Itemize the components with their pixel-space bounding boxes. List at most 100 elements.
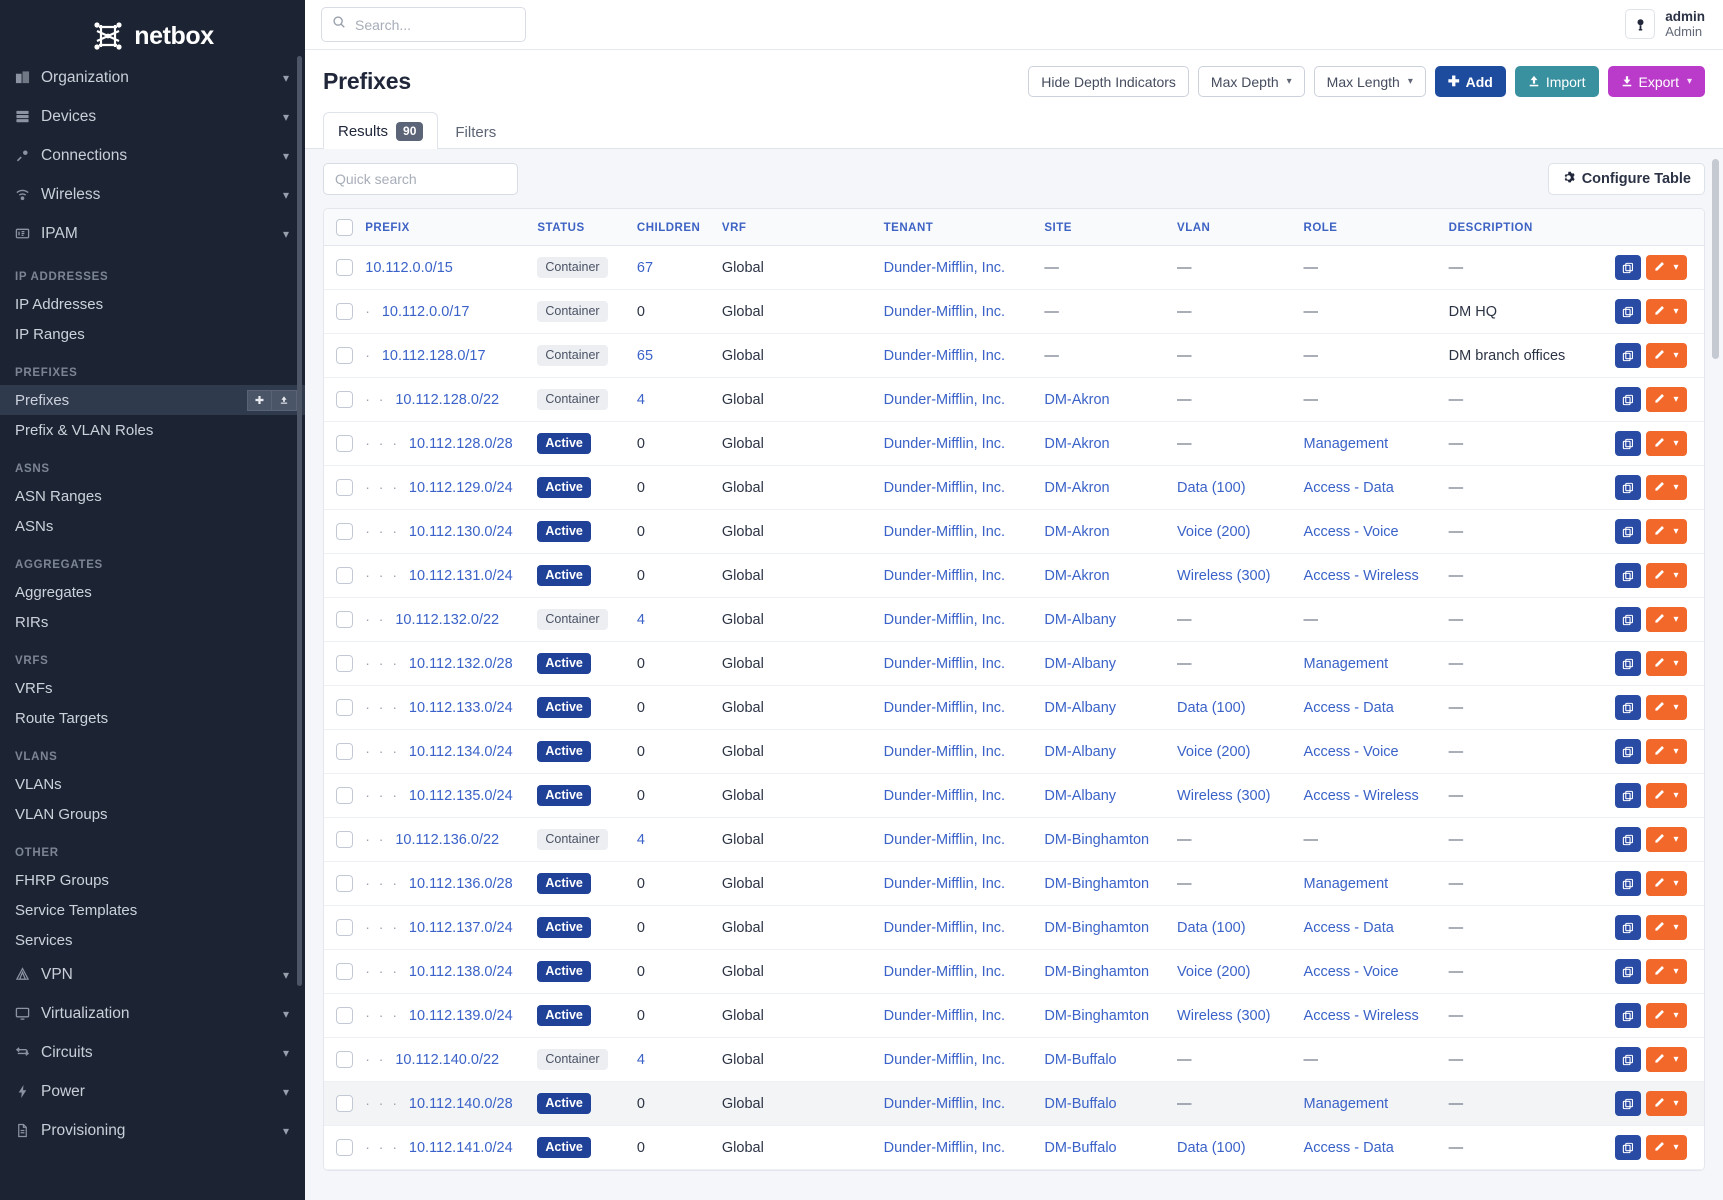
tenant-link[interactable]: Dunder-Mifflin, Inc.	[883, 1007, 1006, 1024]
table-row[interactable]: · · 10.112.128.0/22 Container 4 Global Dunde…	[324, 377, 1704, 422]
vlan-link[interactable]: Voice (200)	[1177, 743, 1251, 760]
row-checkbox[interactable]	[336, 831, 353, 848]
copy-icon[interactable]	[1614, 1003, 1641, 1028]
vlan-link[interactable]: Data (100)	[1177, 919, 1246, 936]
site-link[interactable]: DM-Binghamton	[1044, 831, 1150, 848]
tenant-link[interactable]: Dunder-Mifflin, Inc.	[883, 567, 1006, 584]
site-link[interactable]: DM-Akron	[1044, 435, 1110, 452]
chevron-down-icon[interactable]: ▾	[1673, 482, 1679, 493]
chevron-down-icon[interactable]: ▾	[1673, 702, 1679, 713]
prefix-link[interactable]: 10.112.139.0/24	[408, 1008, 513, 1024]
vlan-link[interactable]: Voice (200)	[1177, 963, 1251, 980]
chevron-down-icon[interactable]: ▾	[1673, 746, 1679, 757]
sidebar-group-provisioning[interactable]: Provisioning ▾	[0, 1111, 305, 1150]
chevron-down-icon[interactable]: ▾	[1673, 526, 1679, 537]
hide-depth-indicators-button[interactable]: Hide Depth Indicators	[1028, 66, 1189, 97]
export-button[interactable]: Export ▾	[1607, 66, 1705, 97]
site-link[interactable]: DM-Akron	[1044, 479, 1110, 496]
table-row[interactable]: · · · 10.112.128.0/28 Active 0 Global Dunder…	[324, 421, 1704, 466]
copy-icon[interactable]	[1614, 915, 1641, 940]
row-checkbox[interactable]	[336, 611, 353, 628]
tenant-link[interactable]: Dunder-Mifflin, Inc.	[883, 391, 1006, 408]
edit-button[interactable]: ▾	[1645, 1047, 1687, 1072]
edit-button[interactable]: ▾	[1645, 1135, 1687, 1160]
upload-icon[interactable]	[272, 389, 297, 411]
plus-icon[interactable]: ✚	[247, 389, 272, 411]
tab-filters[interactable]: Filters	[440, 114, 511, 149]
chevron-down-icon[interactable]: ▾	[1673, 878, 1679, 889]
row-checkbox[interactable]	[336, 875, 353, 892]
edit-button[interactable]: ▾	[1645, 827, 1687, 852]
sidebar-group-circuits[interactable]: Circuits ▾	[0, 1033, 305, 1072]
column-header-description[interactable]: Description	[1442, 209, 1609, 246]
row-checkbox[interactable]	[336, 743, 353, 760]
column-header-status[interactable]: Status	[531, 209, 631, 246]
copy-icon[interactable]	[1614, 475, 1641, 500]
column-header-children[interactable]: Children	[630, 209, 716, 246]
row-checkbox[interactable]	[336, 699, 353, 716]
chevron-down-icon[interactable]: ▾	[1673, 658, 1679, 669]
copy-icon[interactable]	[1614, 299, 1641, 324]
copy-icon[interactable]	[1614, 563, 1641, 588]
role-link[interactable]: Management	[1303, 1095, 1389, 1112]
edit-button[interactable]: ▾	[1645, 1003, 1687, 1028]
tenant-link[interactable]: Dunder-Mifflin, Inc.	[883, 1095, 1006, 1112]
prefix-link[interactable]: 10.112.138.0/24	[408, 964, 513, 980]
sidebar-group-connections[interactable]: Connections ▾	[0, 136, 305, 175]
sidebar-item-ip-addresses[interactable]: IP Addresses	[0, 289, 305, 319]
table-row[interactable]: · · · 10.112.134.0/24 Active 0 Global Dunder…	[324, 729, 1704, 774]
site-link[interactable]: DM-Binghamton	[1044, 963, 1150, 980]
prefix-link[interactable]: 10.112.140.0/22	[395, 1052, 500, 1068]
children-count-link[interactable]: 4	[636, 1051, 645, 1068]
edit-button[interactable]: ▾	[1645, 387, 1687, 412]
tenant-link[interactable]: Dunder-Mifflin, Inc.	[883, 1051, 1006, 1068]
edit-button[interactable]: ▾	[1645, 607, 1687, 632]
copy-icon[interactable]	[1614, 959, 1641, 984]
sidebar-item-prefixes[interactable]: Prefixes ✚	[0, 385, 305, 415]
global-search[interactable]	[321, 7, 526, 42]
row-checkbox[interactable]	[336, 523, 353, 540]
sidebar-item-rirs[interactable]: RIRs	[0, 607, 305, 637]
sidebar-group-vpn[interactable]: VPN ▾	[0, 955, 305, 994]
copy-icon[interactable]	[1614, 1091, 1641, 1116]
site-link[interactable]: DM-Akron	[1044, 391, 1110, 408]
prefix-link[interactable]: 10.112.141.0/24	[408, 1140, 513, 1156]
table-row[interactable]: · 10.112.0.0/17 Container 0 Global Dunder-Mi…	[324, 289, 1704, 334]
copy-icon[interactable]	[1614, 387, 1641, 412]
chevron-down-icon[interactable]: ▾	[1673, 1010, 1679, 1021]
column-header-vlan[interactable]: VLAN	[1171, 209, 1298, 246]
vlan-link[interactable]: Data (100)	[1177, 1139, 1246, 1156]
edit-button[interactable]: ▾	[1645, 651, 1687, 676]
copy-icon[interactable]	[1614, 607, 1641, 632]
chevron-down-icon[interactable]: ▾	[1673, 1054, 1679, 1065]
prefix-link[interactable]: 10.112.129.0/24	[408, 480, 513, 496]
row-checkbox[interactable]	[336, 1007, 353, 1024]
copy-icon[interactable]	[1614, 343, 1641, 368]
table-row[interactable]: · · · 10.112.140.0/28 Active 0 Global Dunder…	[324, 1081, 1704, 1126]
site-link[interactable]: DM-Buffalo	[1044, 1095, 1117, 1112]
prefix-link[interactable]: 10.112.128.0/17	[381, 348, 486, 364]
prefix-link[interactable]: 10.112.135.0/24	[408, 788, 513, 804]
table-row[interactable]: · · · 10.112.129.0/24 Active 0 Global Dunder…	[324, 465, 1704, 510]
edit-button[interactable]: ▾	[1645, 959, 1687, 984]
row-checkbox[interactable]	[336, 303, 353, 320]
site-link[interactable]: DM-Binghamton	[1044, 1007, 1150, 1024]
column-header-role[interactable]: Role	[1297, 209, 1443, 246]
vlan-link[interactable]: Data (100)	[1177, 699, 1246, 716]
site-link[interactable]: DM-Albany	[1044, 611, 1117, 628]
row-checkbox[interactable]	[336, 347, 353, 364]
site-link[interactable]: DM-Binghamton	[1044, 875, 1150, 892]
table-row[interactable]: · · 10.112.136.0/22 Container 4 Global Dunde…	[324, 817, 1704, 862]
children-count-link[interactable]: 4	[636, 391, 645, 408]
sidebar-item-ip-ranges[interactable]: IP Ranges	[0, 319, 305, 349]
quick-search-input[interactable]	[323, 163, 518, 195]
main-scrollbar-thumb[interactable]	[1712, 159, 1719, 359]
table-row[interactable]: · · 10.112.132.0/22 Container 4 Global Dunde…	[324, 597, 1704, 642]
row-checkbox[interactable]	[336, 787, 353, 804]
max-depth-dropdown[interactable]: Max Depth ▾	[1197, 66, 1305, 97]
copy-icon[interactable]	[1614, 651, 1641, 676]
row-checkbox[interactable]	[336, 1051, 353, 1068]
role-link[interactable]: Access - Voice	[1303, 523, 1399, 540]
sidebar-item-asn-ranges[interactable]: ASN Ranges	[0, 481, 305, 511]
tenant-link[interactable]: Dunder-Mifflin, Inc.	[883, 479, 1006, 496]
